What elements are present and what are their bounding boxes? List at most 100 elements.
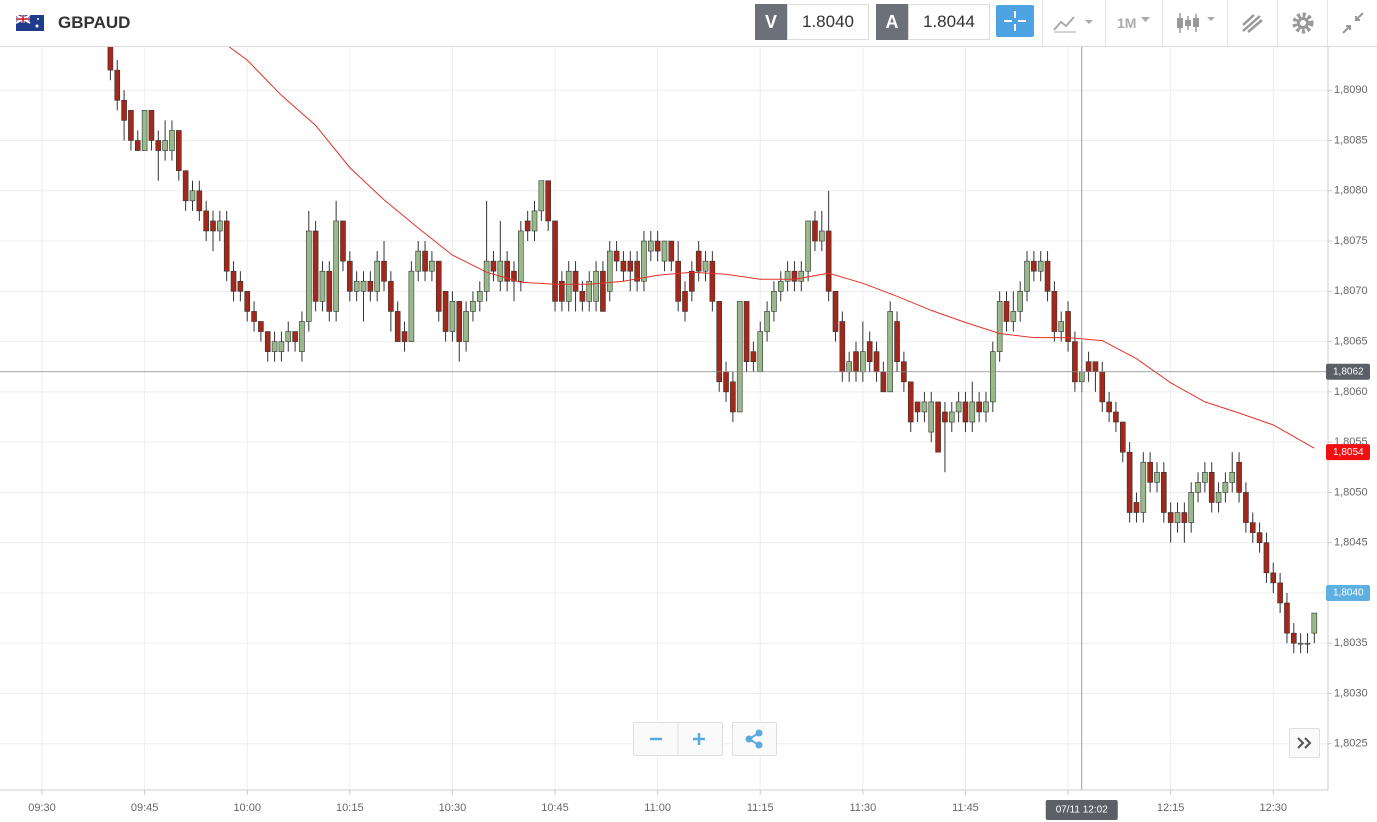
candle-body <box>579 291 586 302</box>
candle-body <box>860 351 866 373</box>
y-tick-label: 1,8070 <box>1334 285 1368 297</box>
candle-body <box>730 381 736 413</box>
candle-body <box>1119 421 1126 453</box>
candle-body <box>819 230 825 242</box>
timeframe[interactable]: 1M <box>1117 15 1137 31</box>
candle-body <box>805 220 811 272</box>
candle-body <box>1065 311 1071 342</box>
candle-body <box>928 401 935 433</box>
share-button[interactable] <box>732 722 777 756</box>
candle-body <box>511 270 517 282</box>
chart-type-button[interactable] <box>1052 12 1098 34</box>
y-tick-label: 1,8080 <box>1334 185 1368 197</box>
candle-body <box>1229 471 1236 483</box>
candle-body <box>777 280 784 292</box>
dropdown-arrow[interactable] <box>1140 15 1152 25</box>
candle-body <box>1277 582 1283 604</box>
candle-body <box>1249 522 1256 533</box>
bid-price[interactable]: 1.8040 <box>787 4 869 40</box>
candle-body <box>572 270 579 292</box>
price-marker-box <box>1326 444 1370 461</box>
candle-body <box>230 270 237 292</box>
candle-body <box>1044 260 1051 292</box>
scroll-end-button[interactable] <box>1289 728 1320 758</box>
candle-body <box>846 361 852 373</box>
candle-body <box>1133 502 1140 513</box>
separator <box>1277 0 1278 46</box>
zoom-group <box>633 722 723 756</box>
candle-body <box>347 260 353 292</box>
candle-body <box>333 220 339 312</box>
candle-body <box>743 301 750 362</box>
price-marker-box <box>1326 584 1370 601</box>
candle-body <box>921 401 928 413</box>
separator <box>1042 0 1043 46</box>
candle-body <box>388 280 394 312</box>
candle-body <box>1243 492 1249 523</box>
candle-body <box>223 220 230 272</box>
candle-body <box>1024 260 1030 292</box>
crosshair-button[interactable] <box>996 5 1034 37</box>
candle-body <box>162 140 168 151</box>
candle-body <box>456 301 463 342</box>
ask-label[interactable]: A <box>876 4 908 40</box>
bid-label[interactable]: V <box>755 4 787 40</box>
y-tick-label: 1,8035 <box>1334 637 1368 649</box>
candle-body <box>593 270 599 302</box>
candle-body <box>312 230 319 302</box>
candle-body <box>1099 371 1106 403</box>
candle-body <box>401 331 408 342</box>
candle-body <box>887 311 894 393</box>
candle-body <box>374 260 380 292</box>
draw-tool-button[interactable] <box>1240 11 1266 35</box>
candle-body <box>360 280 367 292</box>
ask-price[interactable]: 1.8044 <box>908 4 990 40</box>
x-tick-label: 10:15 <box>336 802 364 814</box>
candle-body <box>463 311 469 342</box>
candle-style-button[interactable] <box>1175 10 1221 36</box>
candle-body <box>121 99 127 121</box>
candle-body <box>237 280 244 292</box>
candle-body <box>285 331 292 342</box>
candle-body <box>264 331 271 352</box>
candle-body <box>518 230 524 282</box>
candle-body <box>962 401 969 423</box>
candle-body <box>873 351 880 373</box>
candle-body <box>1167 512 1174 523</box>
candle-body <box>531 210 538 232</box>
candle-body <box>1092 361 1099 373</box>
candle-body <box>504 260 510 282</box>
candle-body <box>1208 471 1215 503</box>
zoom-in[interactable] <box>693 733 705 745</box>
settings-button[interactable] <box>1290 10 1316 36</box>
candle-body <box>128 110 134 141</box>
candle-body <box>606 250 613 292</box>
candle-body <box>675 260 681 302</box>
candle-body <box>319 270 326 302</box>
y-tick-label: 1,8025 <box>1334 738 1368 750</box>
candle-body <box>114 69 121 101</box>
candle-body <box>825 230 832 292</box>
candle-body <box>1222 482 1229 493</box>
candle-body <box>292 331 298 342</box>
plot-area <box>0 47 1328 790</box>
candle-body <box>1174 512 1181 523</box>
candle-body <box>1181 512 1188 523</box>
candle-body <box>955 401 962 413</box>
x-tick-label: 11:15 <box>747 802 774 814</box>
candle-body <box>271 341 278 352</box>
candle-body <box>996 301 1003 352</box>
candle-body <box>1202 471 1208 483</box>
candle-body <box>853 351 859 373</box>
price-marker-label: 1,8054 <box>1333 447 1364 458</box>
candle-body <box>627 260 634 272</box>
candle-body <box>702 260 709 272</box>
crosshair-time-box <box>1045 800 1118 820</box>
candle-body <box>176 130 182 171</box>
candle-body <box>620 260 627 272</box>
candle-body <box>1085 361 1092 373</box>
candle-body <box>545 180 551 222</box>
collapse-button[interactable] <box>1340 10 1366 36</box>
candle-body <box>1270 572 1277 584</box>
